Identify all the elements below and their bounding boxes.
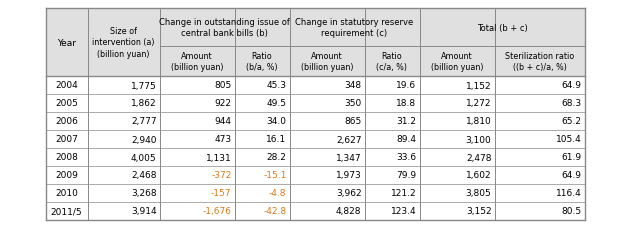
Text: Sterilization ratio
((b + c)/a, %): Sterilization ratio ((b + c)/a, %) bbox=[505, 52, 574, 72]
Bar bbox=[495, 47, 585, 77]
Bar bbox=[45, 9, 88, 77]
Text: 3,268: 3,268 bbox=[131, 189, 156, 198]
Text: 348: 348 bbox=[345, 81, 362, 90]
Text: 2,478: 2,478 bbox=[466, 153, 491, 162]
Text: 68.3: 68.3 bbox=[561, 99, 581, 108]
Bar bbox=[420, 47, 495, 77]
Text: 121.2: 121.2 bbox=[391, 189, 416, 198]
Text: 1,602: 1,602 bbox=[466, 171, 491, 180]
Text: 28.2: 28.2 bbox=[266, 153, 287, 162]
Text: 105.4: 105.4 bbox=[556, 135, 581, 144]
Text: 2008: 2008 bbox=[55, 153, 78, 162]
Bar bbox=[234, 47, 290, 77]
Bar bbox=[420, 9, 585, 47]
Text: 116.4: 116.4 bbox=[556, 189, 581, 198]
Text: 4,005: 4,005 bbox=[131, 153, 156, 162]
Text: 3,914: 3,914 bbox=[131, 207, 156, 216]
Text: 2005: 2005 bbox=[55, 99, 78, 108]
Text: 2,627: 2,627 bbox=[336, 135, 362, 144]
Text: 49.5: 49.5 bbox=[266, 99, 287, 108]
Text: Amount
(billion yuan): Amount (billion yuan) bbox=[431, 52, 483, 72]
Text: 79.9: 79.9 bbox=[396, 171, 416, 180]
Text: 865: 865 bbox=[344, 117, 362, 126]
Text: 1,152: 1,152 bbox=[466, 81, 491, 90]
Text: 4,828: 4,828 bbox=[336, 207, 362, 216]
Text: Ratio
(b/a, %): Ratio (b/a, %) bbox=[246, 52, 278, 72]
Text: 944: 944 bbox=[214, 117, 231, 126]
Text: Ratio
(c/a, %): Ratio (c/a, %) bbox=[377, 52, 408, 72]
Text: Amount
(billion yuan): Amount (billion yuan) bbox=[171, 52, 223, 72]
Text: 3,100: 3,100 bbox=[466, 135, 491, 144]
Text: 18.8: 18.8 bbox=[396, 99, 416, 108]
Text: -4.8: -4.8 bbox=[269, 189, 287, 198]
Text: 65.2: 65.2 bbox=[561, 117, 581, 126]
Text: 1,347: 1,347 bbox=[336, 153, 362, 162]
Text: 3,805: 3,805 bbox=[466, 189, 491, 198]
Text: 473: 473 bbox=[214, 135, 231, 144]
Text: Total (b + c): Total (b + c) bbox=[477, 23, 527, 32]
Text: 2011/5: 2011/5 bbox=[50, 207, 83, 216]
Text: 2006: 2006 bbox=[55, 117, 78, 126]
Text: Change in statutory reserve
requirement (c): Change in statutory reserve requirement … bbox=[295, 18, 414, 38]
Text: -42.8: -42.8 bbox=[263, 207, 287, 216]
Text: 2007: 2007 bbox=[55, 135, 78, 144]
Text: -15.1: -15.1 bbox=[263, 171, 287, 180]
Text: -157: -157 bbox=[211, 189, 231, 198]
Text: 922: 922 bbox=[214, 99, 231, 108]
Text: -1,676: -1,676 bbox=[202, 207, 231, 216]
Text: 3,962: 3,962 bbox=[336, 189, 362, 198]
Text: 1,272: 1,272 bbox=[466, 99, 491, 108]
Text: 2009: 2009 bbox=[55, 171, 78, 180]
Text: 2,777: 2,777 bbox=[131, 117, 156, 126]
Text: 1,131: 1,131 bbox=[206, 153, 231, 162]
Text: 1,775: 1,775 bbox=[131, 81, 156, 90]
Text: 80.5: 80.5 bbox=[561, 207, 581, 216]
Text: 1,862: 1,862 bbox=[131, 99, 156, 108]
Text: 2,940: 2,940 bbox=[131, 135, 156, 144]
Bar bbox=[159, 9, 290, 47]
Text: 61.9: 61.9 bbox=[561, 153, 581, 162]
Text: Change in outstanding issue of
central bank bills (b): Change in outstanding issue of central b… bbox=[159, 18, 290, 38]
Text: Amount
(billion yuan): Amount (billion yuan) bbox=[301, 52, 353, 72]
Text: -372: -372 bbox=[211, 171, 231, 180]
Text: 2,468: 2,468 bbox=[131, 171, 156, 180]
Text: 33.6: 33.6 bbox=[396, 153, 416, 162]
Text: 350: 350 bbox=[344, 99, 362, 108]
Bar bbox=[88, 9, 159, 77]
Bar bbox=[365, 47, 420, 77]
Text: Year: Year bbox=[57, 38, 76, 47]
Text: 3,152: 3,152 bbox=[466, 207, 491, 216]
Text: 45.3: 45.3 bbox=[266, 81, 287, 90]
Text: 2010: 2010 bbox=[55, 189, 78, 198]
Text: 64.9: 64.9 bbox=[561, 171, 581, 180]
Text: 31.2: 31.2 bbox=[396, 117, 416, 126]
Text: 16.1: 16.1 bbox=[266, 135, 287, 144]
Text: 2004: 2004 bbox=[55, 81, 78, 90]
Text: 805: 805 bbox=[214, 81, 231, 90]
Text: 19.6: 19.6 bbox=[396, 81, 416, 90]
Text: 1,973: 1,973 bbox=[336, 171, 362, 180]
Text: 64.9: 64.9 bbox=[561, 81, 581, 90]
Text: 1,810: 1,810 bbox=[466, 117, 491, 126]
Text: 89.4: 89.4 bbox=[396, 135, 416, 144]
Bar bbox=[159, 47, 234, 77]
Text: 34.0: 34.0 bbox=[266, 117, 287, 126]
Text: 123.4: 123.4 bbox=[391, 207, 416, 216]
Bar bbox=[290, 9, 420, 47]
Bar bbox=[290, 47, 365, 77]
Text: Size of
intervention (a)
(billion yuan): Size of intervention (a) (billion yuan) bbox=[92, 27, 155, 58]
